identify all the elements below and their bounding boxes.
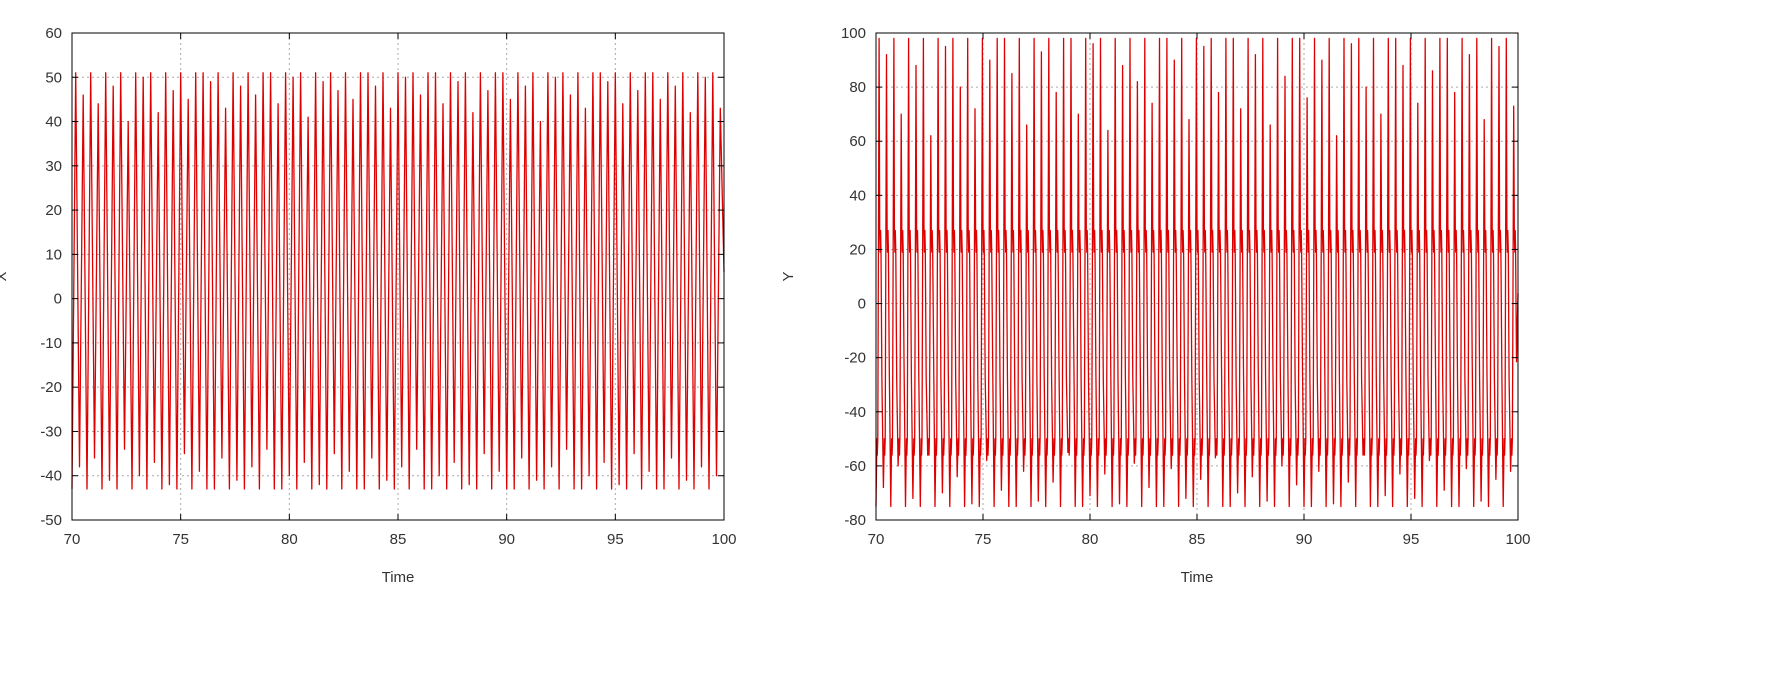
x-tick-label: 75: [975, 531, 992, 548]
x-tick-label: 70: [868, 531, 885, 548]
y-axis-title: Y: [780, 271, 797, 281]
x-tick-label: 85: [1189, 531, 1206, 548]
x-tick-label: 100: [711, 531, 736, 548]
series-line-0: [71, 72, 725, 490]
series-line-1: [875, 37, 1519, 508]
x-tick-label: 75: [172, 531, 189, 548]
y-tick-label: 20: [849, 241, 866, 258]
y-tick-label: 80: [849, 79, 866, 96]
y-tick-label: 50: [45, 69, 62, 86]
y-tick-label: 60: [849, 133, 866, 150]
x-axis-title: Time: [382, 569, 415, 586]
plot-panel-1: -80 -60 -40 -20 0 20 40 60 80 100 70 75 80 85 90 95 100 T…: [780, 25, 1531, 586]
x-tick-label: 100: [1505, 531, 1530, 548]
y-tick-label: -40: [40, 468, 62, 485]
x-tick-label: 85: [390, 531, 407, 548]
y-tick-label: -30: [40, 423, 62, 440]
y-tick-label: -40: [844, 404, 866, 421]
x-axis-title: Time: [1181, 569, 1214, 586]
x-tick-label: 90: [498, 531, 515, 548]
x-tick-label: 80: [281, 531, 298, 548]
plot-panel-0: -50 -40 -30 -20 -10 0 10 20 30 40 50 60 70 75 80 85 90 95…: [0, 25, 737, 586]
y-tick-label: -20: [40, 379, 62, 396]
y-tick-label: 0: [54, 291, 62, 308]
y-tick-label: -80: [844, 512, 866, 529]
x-tick-label: 80: [1082, 531, 1099, 548]
y-tick-label: 30: [45, 158, 62, 175]
y-tick-label: -10: [40, 335, 62, 352]
y-tick-label: 60: [45, 25, 62, 42]
y-tick-label: -60: [844, 458, 866, 475]
x-tick-label: 90: [1296, 531, 1313, 548]
y-tick-label: 10: [45, 246, 62, 263]
y-tick-label: -50: [40, 512, 62, 529]
x-tick-label: 95: [1403, 531, 1420, 548]
y-tick-label: 20: [45, 202, 62, 219]
y-tick-label: 100: [841, 25, 866, 42]
y-tick-label: 0: [858, 296, 866, 313]
y-axis-title: X: [0, 271, 10, 281]
x-tick-label: 95: [607, 531, 624, 548]
y-tick-label: -20: [844, 350, 866, 367]
y-tick-label: 40: [45, 114, 62, 131]
x-tick-label: 70: [64, 531, 81, 548]
y-tick-label: 40: [849, 187, 866, 204]
